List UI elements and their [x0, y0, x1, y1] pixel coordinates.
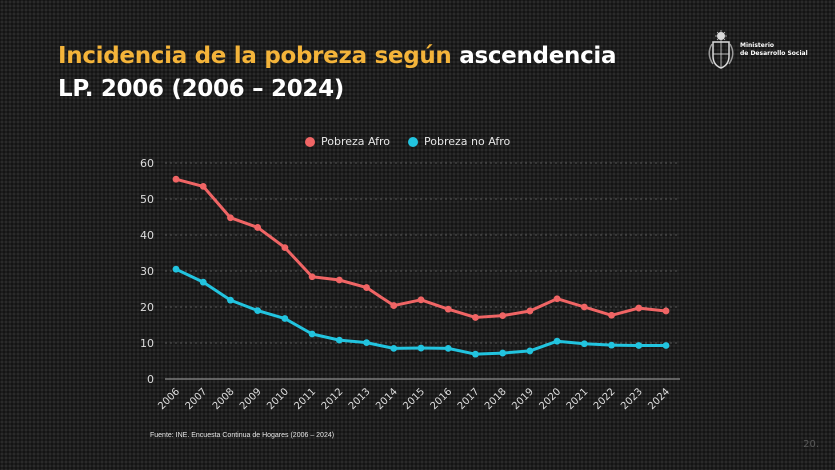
data-point-no-afro [580, 340, 588, 348]
y-tick-label: 0 [147, 373, 154, 386]
data-point-no-afro [254, 307, 262, 314]
data-point-afro [199, 183, 207, 190]
data-point-afro [335, 276, 343, 284]
series-line-no-afro [174, 267, 668, 356]
data-point-no-afro [444, 345, 452, 352]
legend-label-afro: Pobreza Afro [321, 135, 391, 148]
x-tick-label: 2016 [429, 386, 455, 412]
data-point-no-afro [499, 349, 507, 357]
data-point-no-afro [417, 344, 425, 352]
x-tick-label: 2021 [565, 386, 591, 412]
data-point-afro [608, 311, 615, 319]
data-point-no-afro [335, 336, 343, 344]
ministry-logo: Ministerio de Desarrollo Social [704, 30, 834, 72]
slide-title: Incidencia de la pobreza según ascendenc… [58, 40, 617, 106]
y-tick-label: 50 [140, 193, 154, 206]
data-point-afro [308, 273, 316, 281]
chart-legend: Pobreza Afro Pobreza no Afro [305, 135, 510, 148]
x-tick-label: 2011 [292, 386, 318, 412]
data-point-no-afro [526, 347, 534, 355]
source-note: Fuente: INE. Encuesta Continua de Hogare… [150, 432, 335, 439]
data-point-no-afro [662, 342, 670, 349]
data-point-afro [580, 303, 588, 311]
data-point-afro [553, 295, 561, 303]
x-tick-label: 2009 [238, 386, 264, 412]
y-tick-label: 10 [140, 337, 154, 350]
x-tick-label: 2019 [510, 386, 536, 412]
data-point-no-afro [608, 341, 615, 349]
legend-item-no-afro: Pobreza no Afro [408, 135, 510, 148]
x-tick-label: 2015 [401, 386, 427, 412]
x-tick-label: 2008 [211, 386, 237, 412]
data-point-afro [281, 244, 289, 252]
x-tick-label: 2024 [646, 386, 672, 412]
x-tick-label: 2010 [265, 386, 291, 412]
org-line-1: Ministerio [740, 42, 775, 49]
data-point-no-afro [553, 337, 561, 345]
data-point-no-afro [390, 345, 398, 352]
legend-dot-afro [305, 136, 315, 147]
legend-item-afro: Pobreza Afro [305, 135, 390, 148]
org-name: Ministerio de Desarrollo Social [740, 42, 808, 58]
x-tick-label: 2013 [347, 386, 373, 412]
data-point-afro [172, 175, 180, 183]
data-point-afro [472, 314, 479, 321]
data-point-no-afro [472, 350, 479, 358]
coat-of-arms-icon [708, 30, 734, 69]
x-tick-label: 2020 [537, 386, 563, 412]
data-point-afro [227, 214, 234, 222]
title-line-2: LP. 2006 (2006 – 2024) [58, 76, 345, 102]
data-point-no-afro [172, 265, 180, 273]
data-point-afro [499, 312, 507, 320]
data-point-afro [526, 307, 534, 315]
y-tick-label: 40 [140, 229, 154, 242]
data-point-no-afro [199, 278, 207, 286]
x-tick-label: 2007 [184, 386, 210, 412]
data-point-afro [662, 307, 670, 315]
x-tick-label: 2012 [320, 386, 346, 412]
y-tick-label: 30 [140, 265, 154, 278]
x-tick-label: 2022 [592, 386, 618, 412]
title-highlight: Incidencia de la pobreza según [58, 43, 452, 69]
data-point-no-afro [635, 342, 643, 349]
title-rest: ascendencia [451, 43, 617, 69]
y-tick-label: 60 [140, 157, 154, 170]
data-point-afro [390, 302, 398, 309]
data-point-afro [444, 305, 452, 313]
data-point-afro [635, 304, 643, 312]
data-point-afro [417, 296, 425, 304]
data-point-afro [363, 284, 370, 291]
data-point-afro [254, 224, 262, 231]
x-tick-label: 2018 [483, 386, 509, 412]
x-tick-label: 2017 [456, 386, 482, 412]
x-tick-label: 2014 [374, 386, 400, 412]
x-tick-label: 2006 [156, 386, 182, 412]
data-point-no-afro [308, 330, 316, 338]
page-number: 20. [803, 439, 819, 450]
data-point-no-afro [281, 315, 289, 322]
legend-label-no-afro: Pobreza no Afro [424, 135, 511, 148]
org-line-2: de Desarrollo Social [740, 50, 808, 57]
data-point-no-afro [363, 339, 370, 347]
legend-dot-no-afro [408, 136, 419, 147]
y-tick-label: 20 [140, 301, 154, 314]
data-point-no-afro [227, 296, 234, 304]
x-tick-label: 2023 [619, 386, 645, 412]
